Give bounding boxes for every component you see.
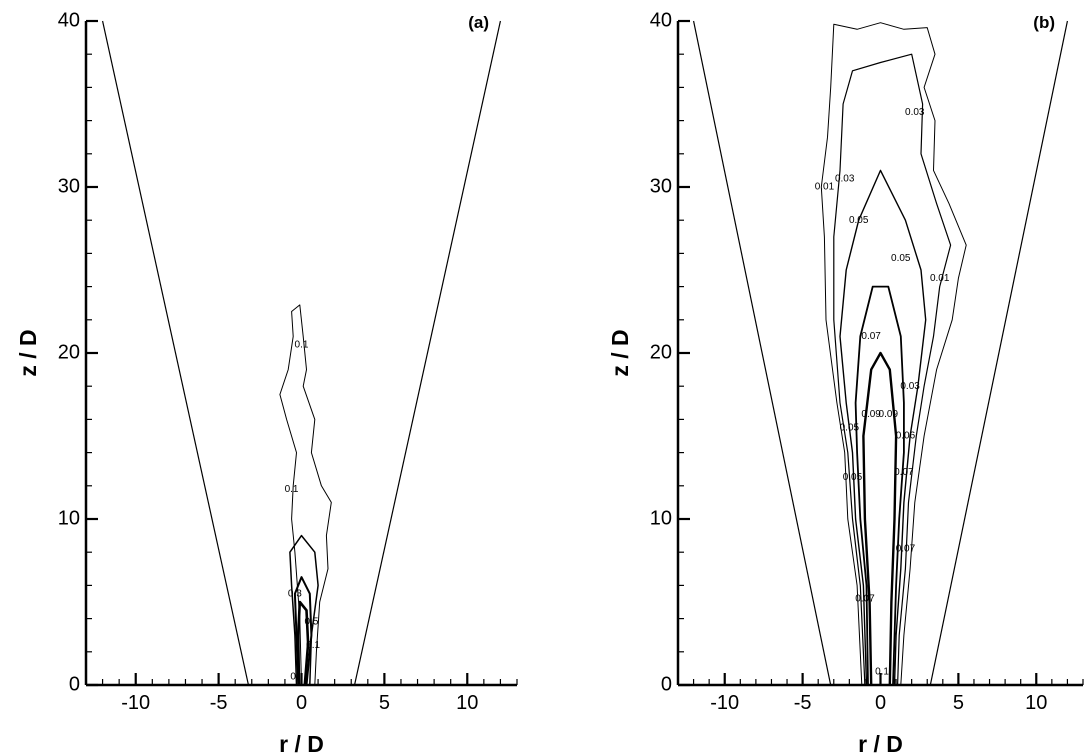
contour-label: 0.09	[879, 409, 899, 420]
y-tick-label: 10	[58, 507, 80, 529]
boundary-line-right	[353, 20, 502, 686]
y-tick-label: 30	[650, 175, 672, 197]
panel-label: (a)	[468, 13, 489, 32]
contour-label: 0.1	[295, 339, 309, 350]
y-tick-label: 20	[650, 341, 672, 363]
x-tick-label: -10	[710, 692, 739, 714]
contour-line-0-1	[279, 304, 332, 686]
boundary-line-left	[101, 20, 250, 686]
contour-label: 0.1	[875, 666, 889, 677]
contour-label: 0.01	[930, 273, 950, 284]
contour-line-0-03	[833, 53, 952, 686]
contour-label: 0.03	[905, 107, 925, 118]
contour-label: 0.07	[896, 544, 916, 555]
x-tick-label: 10	[1025, 692, 1047, 714]
x-axis-title: r / D	[279, 731, 324, 754]
y-tick-label: 20	[58, 341, 80, 363]
y-tick-label: 30	[58, 175, 80, 197]
contour-label: 0.05	[849, 215, 869, 226]
contour-line-0-3	[289, 534, 319, 686]
contour-label: 0.01	[815, 182, 835, 193]
y-axis-title: z / D	[607, 329, 633, 376]
y-tick-label: 10	[650, 507, 672, 529]
contour-label: 0.07	[855, 593, 875, 604]
y-tick-label: 0	[661, 673, 672, 695]
contour-line-0-5	[293, 576, 313, 686]
contour-label: 0	[290, 671, 296, 682]
x-tick-label: -5	[794, 692, 812, 714]
x-tick-label: 0	[296, 692, 307, 714]
contour-label: 0.1	[306, 640, 320, 651]
contour-label: 0.3	[288, 588, 302, 599]
contour-label: 0.05	[891, 253, 911, 264]
x-tick-label: 5	[379, 692, 390, 714]
boundary-line-left	[692, 20, 832, 686]
contour-label: 0.06	[896, 431, 916, 442]
contour-label: 0.1	[285, 484, 299, 495]
y-tick-label: 40	[58, 9, 80, 31]
contour-label: 0.03	[835, 173, 855, 184]
contour-line-0-7	[296, 600, 310, 686]
contour-label: 0.07	[861, 331, 881, 342]
boundary-line-right	[929, 20, 1069, 686]
contour-label: 0.05	[840, 422, 860, 433]
y-tick-label: 0	[69, 673, 80, 695]
y-tick-label: 40	[650, 9, 672, 31]
x-tick-label: 5	[953, 692, 964, 714]
contour-label: 0.5	[304, 617, 318, 628]
x-tick-label: 0	[875, 692, 886, 714]
contour-line-0-09	[862, 351, 898, 686]
contour-label: 0.07	[894, 467, 914, 478]
contour-line-0-01	[820, 22, 967, 686]
contour-label: 0.05	[843, 472, 863, 483]
y-axis-title: z / D	[15, 329, 41, 376]
contour-line-0-07	[854, 285, 905, 686]
panel-b: 0.030.010.030.050.050.010.070.030.090.09…	[607, 9, 1084, 754]
panel-label: (b)	[1033, 13, 1055, 32]
contour-line-0-05	[839, 169, 927, 686]
contour-label: 0.09	[861, 409, 881, 420]
x-tick-label: 10	[456, 692, 478, 714]
x-tick-label: -10	[121, 692, 150, 714]
contour-label: 0.03	[900, 381, 920, 392]
x-axis-title: r / D	[858, 731, 903, 754]
x-tick-label: -5	[210, 692, 228, 714]
